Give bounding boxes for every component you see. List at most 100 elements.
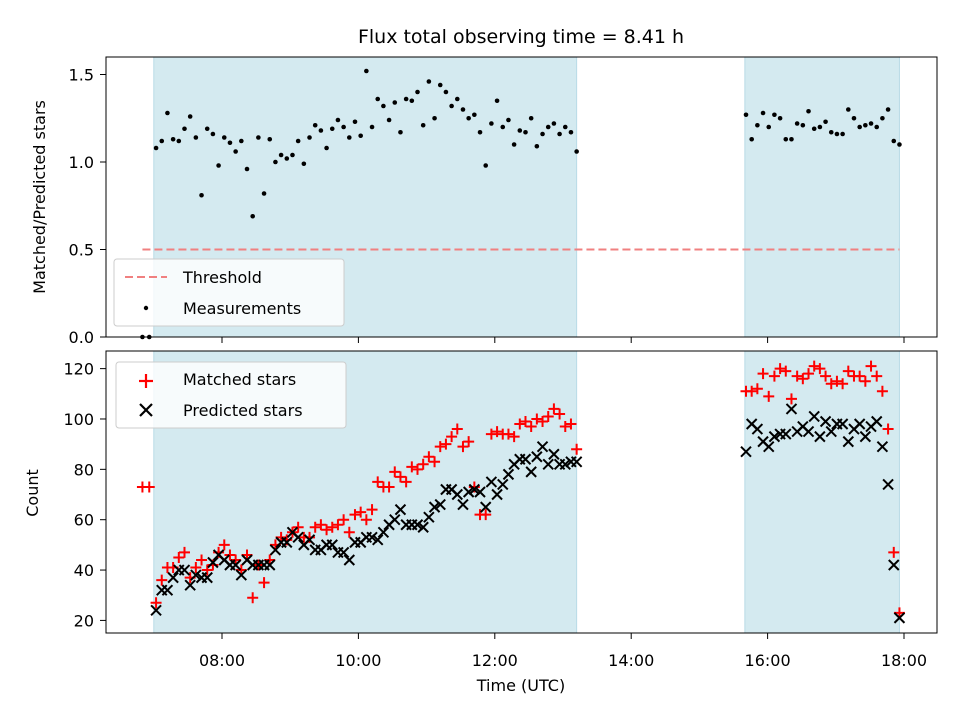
measurement-point [811,126,817,132]
matched-star-point [338,514,350,526]
measurement-point [375,96,381,102]
predicted-star-point [343,554,356,566]
measurement-point [574,149,579,154]
chart-title: Flux total observing time = 8.41 h [358,26,684,48]
predicted-star-point [814,430,826,443]
matched-star-point [865,360,877,372]
measurement-point [165,110,170,116]
y-tick-label: 40 [74,561,94,580]
measurement-point [823,119,828,125]
matched-star-point [871,370,883,382]
predicted-star-point [525,466,537,478]
measurement-point [290,152,295,158]
measurement-point [221,135,227,140]
matched-star-point [326,521,338,533]
matched-star-point [519,416,531,427]
measurement-point [800,122,806,128]
measurement-point [863,122,868,128]
measurement-point [273,159,278,165]
matched-star-point [349,509,361,521]
matched-star-point [150,597,162,609]
bottom-legend-box [115,361,347,429]
measurement-point [443,89,449,95]
measurement-point [817,124,823,130]
matched-star-point [797,373,809,385]
predicted-star-point [485,476,498,488]
matched-star-point [508,431,520,443]
top-axes-frame [105,56,938,338]
matched-star-point [785,393,797,405]
measurement-point [415,89,420,95]
y-tick-label: 0.5 [69,241,94,260]
matched-star-point [440,438,452,450]
legend-matched-label: Matched stars [183,370,296,389]
predicted-star-point [519,453,532,465]
predicted-star-point [167,571,179,584]
measurement-point [534,143,540,149]
matched-star-point [400,476,412,488]
bottom-axes-frame [105,350,938,634]
measurement-point [562,124,568,130]
matched-star-point [412,463,424,475]
measurement-point [403,96,409,102]
measurement-point [409,98,415,104]
measurement-point [426,79,432,84]
predicted-star-point [150,604,162,617]
measurement-point [437,82,443,88]
predicted-star-point [235,569,248,581]
predicted-star-point [462,486,475,498]
matched-star-point [831,375,843,387]
predicted-star-point [836,418,849,430]
predicted-star-point [201,571,213,584]
measurement-point [789,136,794,142]
predicted-star-point [423,511,435,523]
matched-star-point [315,519,327,531]
matched-star-point [842,365,854,377]
matched-star-point [531,413,543,425]
measurement-point [857,124,862,130]
matched-star-point [751,383,763,395]
predicted-star-point [207,556,219,569]
predicted-star-point [264,559,276,571]
legend-measurements-swatch [143,305,149,311]
matched-star-point [389,466,401,478]
measurement-point [182,126,187,132]
measurement-point [528,115,534,121]
matched-star-point [571,443,583,455]
measurement-point [318,128,324,133]
predicted-star-point [802,425,815,438]
matched-star-point [763,390,775,402]
matched-star-point [446,431,458,443]
matched-star-point [757,368,769,380]
matched-star-point [854,370,866,382]
matched-star-point [156,574,168,586]
measurement-point [153,145,159,151]
measurement-point [755,122,760,128]
predicted-star-point [411,519,424,531]
measurement-point [364,68,369,74]
matched-star-point [542,410,554,422]
measurement-point [267,136,273,142]
measurement-point [783,136,789,142]
measurement-point [483,163,489,168]
matched-star-point [768,370,780,382]
measurement-point [834,131,840,137]
measurement-point [743,112,749,118]
measurement-point [233,149,238,154]
matched-star-point [309,521,321,533]
matched-star-point [394,471,406,483]
predicted-star-point [808,410,820,423]
matched-star-point [780,365,792,377]
matched-star-point [321,524,333,536]
predicted-star-point [740,446,752,458]
predicted-star-point [842,435,855,448]
matched-star-point [173,551,185,563]
observing-window [744,350,900,634]
measurement-point [828,129,834,135]
matched-star-point [791,370,803,382]
measurement-point [868,121,874,126]
matched-star-point [178,546,190,558]
measurement-point [369,124,375,130]
matched-star-point [406,461,418,473]
